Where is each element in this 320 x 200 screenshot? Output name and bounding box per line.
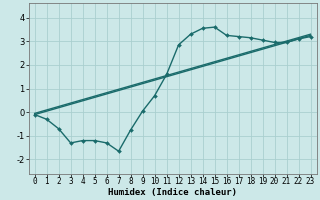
X-axis label: Humidex (Indice chaleur): Humidex (Indice chaleur): [108, 188, 237, 197]
